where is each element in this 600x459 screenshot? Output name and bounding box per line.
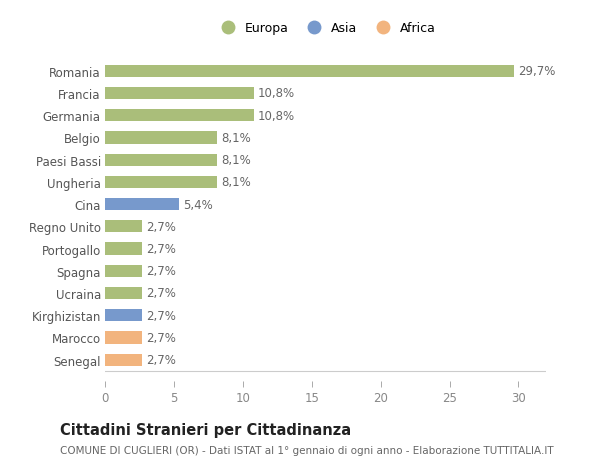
- Bar: [105, 331, 142, 344]
- Bar: [105, 354, 142, 366]
- Bar: [105, 88, 254, 100]
- Legend: Europa, Asia, Africa: Europa, Asia, Africa: [210, 17, 441, 40]
- Text: 2,7%: 2,7%: [146, 265, 176, 278]
- Text: 10,8%: 10,8%: [258, 109, 295, 123]
- Bar: [105, 265, 142, 277]
- Text: 2,7%: 2,7%: [146, 353, 176, 366]
- Bar: [105, 221, 142, 233]
- Bar: [105, 110, 254, 122]
- Text: 8,1%: 8,1%: [221, 154, 251, 167]
- Bar: [105, 154, 217, 167]
- Text: 2,7%: 2,7%: [146, 220, 176, 233]
- Text: 2,7%: 2,7%: [146, 331, 176, 344]
- Text: 8,1%: 8,1%: [221, 132, 251, 145]
- Bar: [105, 132, 217, 144]
- Text: 29,7%: 29,7%: [518, 65, 556, 78]
- Text: 10,8%: 10,8%: [258, 87, 295, 100]
- Text: Cittadini Stranieri per Cittadinanza: Cittadini Stranieri per Cittadinanza: [60, 422, 351, 437]
- Text: 2,7%: 2,7%: [146, 287, 176, 300]
- Text: 5,4%: 5,4%: [184, 198, 214, 211]
- Bar: [105, 287, 142, 299]
- Text: COMUNE DI CUGLIERI (OR) - Dati ISTAT al 1° gennaio di ogni anno - Elaborazione T: COMUNE DI CUGLIERI (OR) - Dati ISTAT al …: [60, 446, 554, 455]
- Bar: [105, 199, 179, 211]
- Text: 8,1%: 8,1%: [221, 176, 251, 189]
- Bar: [105, 309, 142, 322]
- Text: 2,7%: 2,7%: [146, 242, 176, 256]
- Bar: [105, 66, 514, 78]
- Bar: [105, 176, 217, 189]
- Text: 2,7%: 2,7%: [146, 309, 176, 322]
- Bar: [105, 243, 142, 255]
